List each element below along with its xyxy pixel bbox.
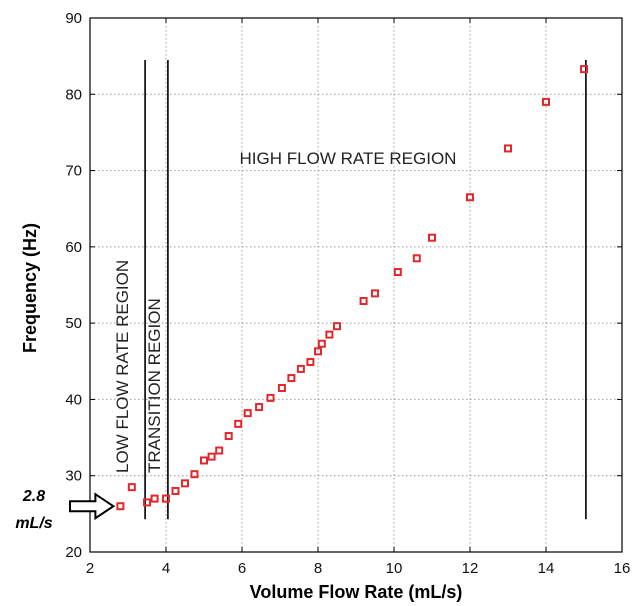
data-point	[116, 502, 125, 511]
x-tick-label: 14	[538, 560, 555, 577]
data-point	[234, 419, 243, 428]
data-point	[181, 479, 189, 488]
x-tick-label: 4	[162, 560, 170, 577]
plot-frame	[89, 17, 623, 553]
x-axis-ticks: 2 4 6 8 10 12 14 16	[86, 18, 631, 577]
data-point	[190, 470, 199, 479]
data-point	[277, 383, 286, 392]
data-point	[200, 456, 208, 465]
data-point	[393, 268, 402, 277]
data-point	[296, 364, 305, 373]
data-point	[428, 233, 436, 242]
y-tick-label: 50	[65, 315, 82, 332]
data-point	[127, 483, 136, 492]
y-tick-label: 70	[65, 163, 82, 180]
data-point	[412, 254, 421, 263]
data-point	[371, 289, 379, 298]
data-point	[243, 409, 252, 418]
data-point	[333, 322, 341, 331]
data-point	[287, 374, 296, 383]
y-axis-label: Frequency (Hz)	[20, 223, 40, 353]
y-tick-label: 40	[65, 391, 82, 408]
data-point	[325, 330, 334, 339]
x-tick-label: 10	[386, 560, 403, 577]
grid-lines	[90, 18, 622, 552]
data-point	[266, 393, 275, 402]
data-point	[317, 339, 326, 348]
callout-arrow	[69, 492, 116, 521]
callout-value: 2.8	[22, 488, 45, 505]
arrow-icon	[69, 492, 116, 521]
region-boundary-lines	[144, 59, 587, 520]
high-flow-region-label: HIGH FLOW RATE REGION	[240, 149, 457, 168]
y-tick-label: 30	[65, 468, 82, 485]
data-point	[150, 494, 159, 503]
data-point	[542, 97, 550, 106]
x-tick-label: 16	[614, 560, 631, 577]
data-point	[314, 347, 322, 356]
x-tick-label: 8	[314, 560, 322, 577]
data-point	[255, 403, 264, 412]
data-point	[466, 193, 474, 202]
y-tick-label: 20	[65, 544, 82, 561]
low-flow-region-label: LOW FLOW RATE REGION	[113, 260, 132, 473]
x-axis-label: Volume Flow Rate (mL/s)	[250, 582, 463, 602]
y-tick-label: 80	[65, 86, 82, 103]
data-point	[580, 65, 588, 74]
data-point	[306, 358, 315, 367]
data-point	[359, 297, 368, 306]
y-tick-label: 60	[65, 239, 82, 256]
data-point	[171, 486, 180, 495]
data-point	[143, 498, 151, 507]
y-tick-label: 90	[65, 10, 82, 27]
x-tick-label: 2	[86, 560, 94, 577]
transition-region-label: TRANSITION REGION	[145, 298, 164, 473]
x-tick-label: 6	[238, 560, 246, 577]
callout-unit: mL/s	[15, 515, 52, 532]
x-tick-label: 12	[462, 560, 479, 577]
data-point	[215, 446, 224, 455]
data-point	[504, 144, 512, 153]
data-point	[207, 452, 216, 461]
y-axis-ticks: 20 30 40 50 60 70 80 90	[65, 10, 622, 561]
data-point	[162, 494, 170, 503]
data-points	[116, 65, 588, 511]
data-point	[224, 432, 233, 441]
